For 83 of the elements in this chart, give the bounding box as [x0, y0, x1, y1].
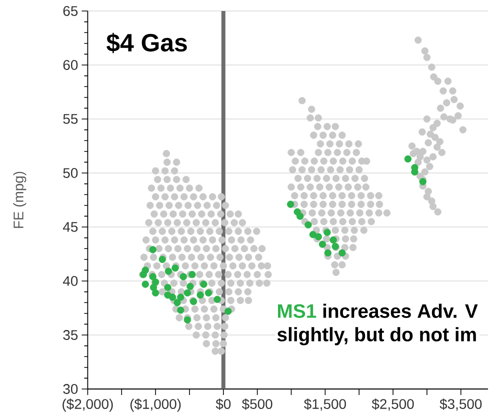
point [444, 78, 452, 85]
y-tick-label: 50 [63, 168, 78, 178]
point [449, 87, 456, 95]
point [454, 112, 462, 120]
point [338, 249, 346, 257]
point [426, 162, 434, 170]
point [423, 54, 431, 62]
point [440, 113, 448, 120]
point [434, 120, 441, 127]
y-tick-label: 45 [62, 222, 78, 232]
point [184, 289, 192, 296]
point [434, 208, 442, 216]
point [428, 64, 436, 71]
point [421, 168, 429, 176]
point [450, 96, 458, 104]
point [428, 197, 436, 205]
point [430, 73, 438, 80]
y-tick-label: 60 [63, 60, 78, 70]
point [418, 128, 426, 136]
point [172, 264, 179, 272]
point [419, 148, 426, 155]
x-tick-label: $2,500 [372, 398, 414, 411]
annotation: increases Adv. V [323, 304, 478, 318]
point [449, 116, 456, 124]
point [419, 178, 426, 186]
y-tick-label: 55 [63, 114, 78, 124]
point [434, 143, 441, 151]
point [414, 36, 422, 44]
point [416, 172, 424, 180]
text: $4 Gas [106, 32, 187, 54]
point [214, 296, 221, 303]
annotation: slightly, but do not im [277, 327, 476, 346]
point [429, 124, 437, 132]
point [174, 299, 181, 306]
point [286, 200, 294, 208]
x-tick-label: $1,500 [304, 398, 346, 411]
point [186, 282, 194, 290]
y-axis-title: FE (mpg) [13, 172, 26, 228]
point [434, 78, 442, 85]
point [443, 99, 450, 106]
point [180, 273, 187, 280]
point [142, 280, 149, 288]
point [404, 155, 412, 163]
x-tick-label: ($2,000) [62, 398, 113, 412]
x-tick-label: ($1,000) [130, 398, 181, 412]
point [324, 249, 332, 257]
point [224, 308, 232, 315]
point [318, 240, 326, 248]
point [456, 102, 464, 110]
point [304, 221, 312, 228]
y-tick-label: 65 [63, 6, 78, 16]
point [196, 291, 204, 299]
point [330, 236, 337, 244]
point [164, 284, 172, 292]
point [414, 158, 422, 166]
y-tick-label: 40 [62, 276, 78, 286]
point [436, 138, 444, 146]
point [423, 156, 431, 164]
text: MS1 [278, 304, 316, 318]
point [152, 289, 160, 296]
point [440, 87, 447, 95]
point [436, 104, 444, 112]
point [410, 150, 417, 158]
point [423, 115, 431, 123]
point [421, 47, 429, 55]
point [149, 273, 156, 280]
point [459, 126, 466, 134]
point [177, 294, 184, 301]
point [164, 268, 172, 275]
point [426, 130, 434, 138]
point [149, 246, 156, 254]
point [168, 294, 176, 301]
point [438, 148, 446, 156]
point [408, 142, 416, 150]
x-tick-label: $500 [242, 398, 272, 410]
point [424, 188, 432, 195]
y-tick-label: 30 [63, 384, 78, 394]
x-tick-label: $3,500 [440, 398, 482, 411]
x-tick-label: $0 [216, 398, 231, 410]
point [296, 212, 304, 220]
y-tick-label: 35 [63, 330, 78, 340]
point [429, 153, 437, 160]
point [424, 139, 432, 146]
